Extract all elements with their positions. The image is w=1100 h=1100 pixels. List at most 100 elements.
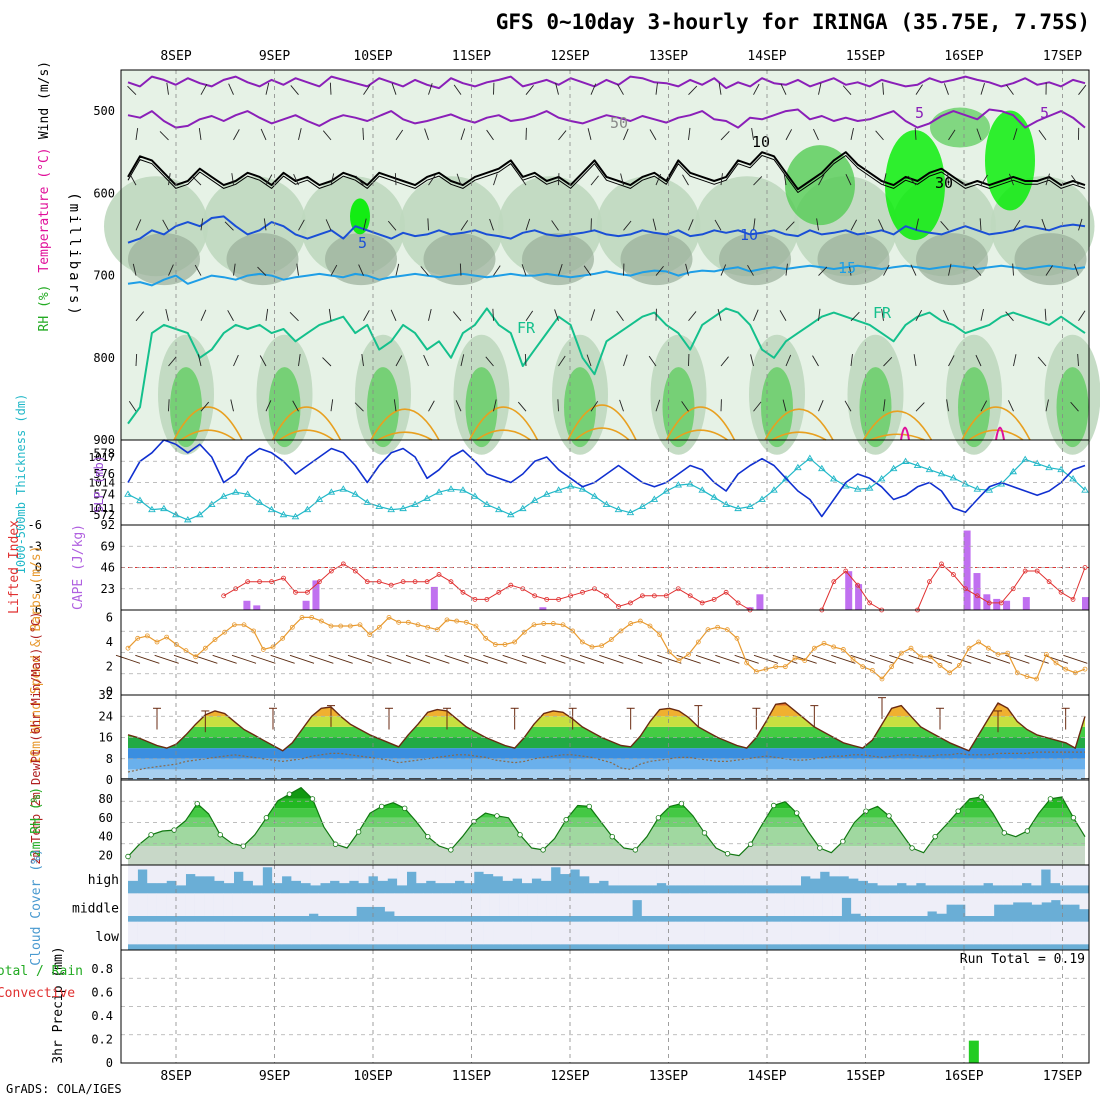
wind-marker: [1034, 676, 1040, 682]
wind-barb: [521, 264, 527, 276]
lifted-marker: [939, 561, 944, 567]
wind-barb: [590, 309, 596, 321]
thickness-marker: [865, 484, 874, 491]
wind-barb: [192, 176, 202, 186]
y-axis-label-wind: 10m Wind Speed & Barbs (m/s): [29, 545, 44, 764]
wind-barb: [168, 356, 177, 367]
legend-total-rain: Total / Rain: [0, 964, 83, 979]
cloud-gap: [1050, 865, 1061, 884]
cloud-gap: [1041, 893, 1052, 903]
cloud-gap: [867, 921, 878, 945]
thickness-marker: [542, 490, 551, 497]
cloud-gap: [358, 921, 369, 945]
wind-barb: [881, 308, 884, 321]
cloud-gap: [936, 893, 947, 914]
cloud-gap: [329, 865, 340, 881]
cloud-gap: [224, 865, 235, 884]
cloud-gap: [368, 865, 379, 877]
cloud-gap: [416, 921, 427, 945]
wind-marker: [657, 632, 663, 638]
wind-marker: [879, 676, 885, 682]
cloud-gap: [493, 865, 504, 877]
cloud-gap: [310, 865, 321, 886]
wind-barb: [162, 219, 169, 231]
wind-marker: [734, 635, 740, 641]
cloud-gap: [733, 865, 744, 886]
wind-marker: [541, 621, 547, 626]
y-tick-temp: 24: [99, 709, 113, 723]
lifted-marker: [448, 579, 454, 585]
cloud-gap: [318, 893, 329, 916]
thickness-marker: [363, 498, 372, 505]
cape-bar: [302, 600, 310, 610]
rh-marker: [194, 800, 200, 807]
rh-marker: [217, 832, 223, 838]
wind-barb: [655, 399, 661, 412]
rh-band-2m: [128, 827, 1085, 847]
wind-barb: [455, 400, 462, 412]
wind-marker: [918, 654, 924, 660]
cloud-gap: [403, 893, 414, 916]
cloud-gap: [898, 893, 909, 916]
cloud-gap: [147, 893, 157, 916]
wind-marker: [579, 639, 585, 645]
cloud-gap: [598, 921, 609, 945]
wind-barb: [265, 308, 269, 321]
wind-barb: [785, 354, 792, 367]
y-tick-slp: 1014: [89, 477, 116, 490]
cloud-gap: [984, 893, 995, 916]
wind-barb: [135, 353, 138, 367]
wind-barb: [1013, 128, 1018, 141]
wind-barb: [882, 82, 884, 95]
wind-barb: [129, 174, 137, 186]
y-tick-lifted: -3: [28, 539, 42, 553]
cloud-gap: [451, 893, 462, 916]
cloud-gap: [973, 865, 984, 886]
wind-marker: [347, 623, 353, 629]
wind-barb: [358, 264, 364, 276]
cloud-gap: [137, 921, 148, 945]
cloud-gap: [575, 893, 586, 916]
thickness-marker: [411, 500, 419, 507]
thickness-marker: [806, 454, 814, 461]
rh-marker: [909, 845, 915, 851]
wind-barb: [257, 266, 267, 276]
rh-marker: [402, 805, 408, 812]
wind-barb-10m: [231, 654, 257, 664]
cloud-gap: [537, 893, 547, 916]
cloud-gap: [675, 921, 686, 945]
cloud-gap: [243, 865, 254, 881]
x-tick-top: 16SEP: [944, 49, 983, 64]
wind-barb-10m: [869, 654, 895, 664]
cape-bar: [430, 586, 438, 610]
rh-marker: [471, 818, 477, 825]
wind-barb-10m: [618, 654, 643, 664]
wind-marker: [1053, 660, 1059, 666]
lifted-marker: [460, 589, 466, 595]
wind-barb: [1008, 400, 1014, 412]
x-tick-bottom: 14SEP: [747, 1069, 786, 1084]
wind-marker: [869, 667, 875, 673]
cloud-gap: [954, 865, 965, 886]
wind-barb: [135, 127, 139, 140]
cloud-gap: [502, 865, 513, 881]
wind-barb: [948, 355, 955, 367]
rh-marker: [171, 827, 177, 833]
cloud-gap: [502, 921, 513, 945]
cloud-gap: [992, 921, 1003, 945]
x-tick-top: 14SEP: [747, 49, 786, 64]
wind-barb: [395, 355, 403, 367]
cloud-gap: [889, 893, 900, 916]
lifted-marker: [831, 579, 837, 585]
isotherm-20-arc: [279, 429, 334, 441]
thickness-marker: [782, 475, 790, 482]
wind-barb: [296, 263, 299, 276]
cloud-gap: [925, 865, 936, 886]
cloud-gap: [685, 921, 696, 945]
wind-marker: [135, 635, 141, 641]
cloud-gap: [512, 865, 523, 879]
series-wind-speed: [127, 616, 1086, 680]
wind-marker: [763, 666, 769, 672]
cloud-gap: [128, 893, 138, 916]
cloud-gap: [339, 921, 350, 945]
